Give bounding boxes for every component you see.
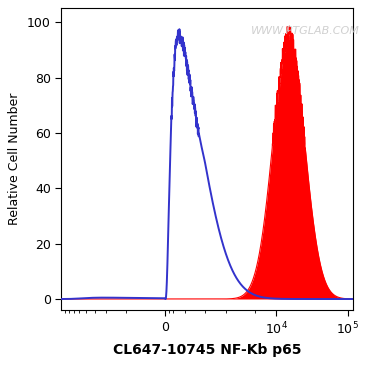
Text: WWW.PTGLAB.COM: WWW.PTGLAB.COM xyxy=(251,26,360,36)
X-axis label: CL647-10745 NF-Kb p65: CL647-10745 NF-Kb p65 xyxy=(113,343,302,357)
Y-axis label: Relative Cell Number: Relative Cell Number xyxy=(9,93,21,226)
